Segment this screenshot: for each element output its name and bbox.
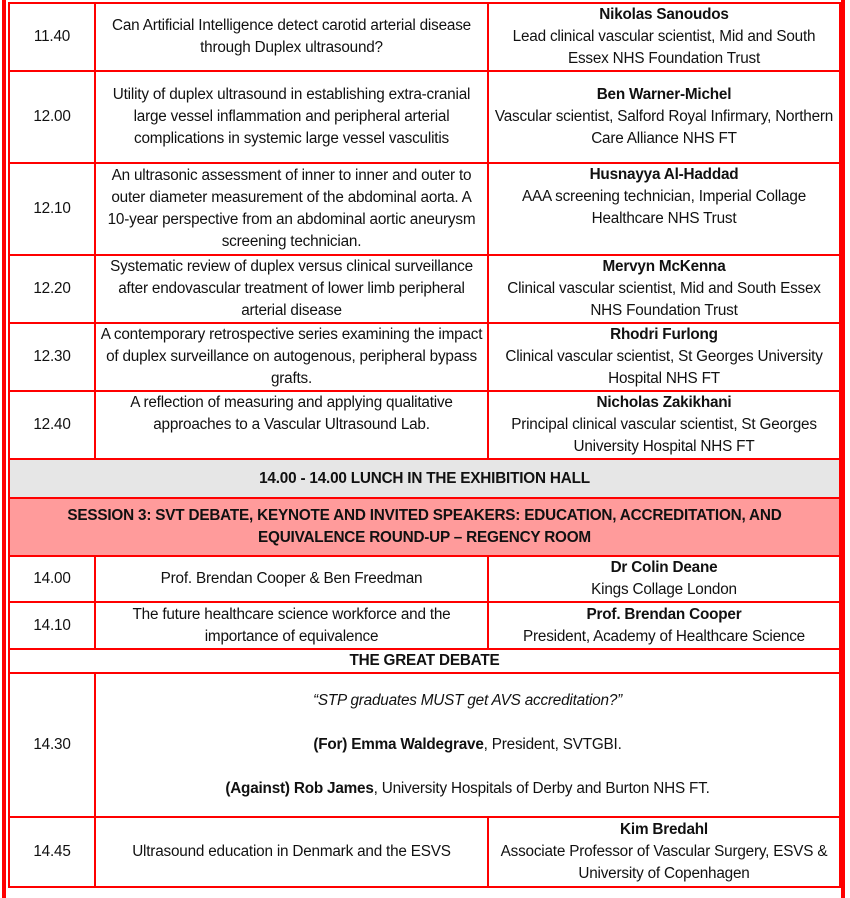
- speaker-affiliation: Vascular scientist, Salford Royal Infirm…: [494, 108, 834, 147]
- time: 11.40: [8, 2, 96, 72]
- programme-table: 11.40 Can Artificial Intelligence detect …: [8, 2, 841, 888]
- speaker-affiliation: AAA screening technician, Imperial Colla…: [521, 188, 807, 227]
- speaker-name: Nicholas Zakikhani: [596, 394, 732, 411]
- debate-heading: THE GREAT DEBATE: [8, 648, 841, 674]
- time: 14.45: [8, 816, 96, 888]
- speaker-affiliation: President, Academy of Healthcare Science: [523, 627, 805, 645]
- speaker-affiliation: Clinical vascular scientist, St Georges …: [505, 348, 823, 387]
- time: 14.10: [8, 601, 96, 650]
- lunch-banner: 14.00 - 14.00 LUNCH IN THE EXHIBITION HA…: [8, 458, 841, 499]
- speaker-affiliation: Clinical vascular scientist, Mid and Sou…: [507, 280, 821, 319]
- talk-title: Utility of duplex ultrasound in establis…: [94, 70, 489, 164]
- table-row: 12.00 Utility of duplex ultrasound in est…: [8, 70, 841, 164]
- talk-title: Prof. Brendan Cooper & Ben Freedman: [94, 555, 489, 603]
- table-row: 12.30 A contemporary retrospective series…: [8, 322, 841, 392]
- speaker-name: Dr Colin Deane: [610, 559, 718, 576]
- debate-against: (Against) Rob James, University Hospital…: [225, 780, 710, 797]
- talk-title: Systematic review of duplex versus clini…: [94, 254, 489, 324]
- speaker-name: Prof. Brendan Cooper: [586, 605, 742, 623]
- speaker-affiliation: Lead clinical vascular scientist, Mid an…: [512, 28, 816, 67]
- talk-title: A contemporary retrospective series exam…: [94, 322, 489, 392]
- table-row: 11.40 Can Artificial Intelligence detect …: [8, 2, 841, 72]
- session-banner: SESSION 3: SVT DEBATE, KEYNOTE AND INVIT…: [8, 497, 841, 557]
- speaker-name: Nikolas Sanoudos: [599, 6, 729, 23]
- table-row: 12.40 A reflection of measuring and apply…: [8, 390, 841, 460]
- talk-title: A reflection of measuring and applying q…: [94, 390, 489, 460]
- lunch-row: 14.00 - 14.00 LUNCH IN THE EXHIBITION HA…: [8, 458, 841, 499]
- time: 12.20: [8, 254, 96, 324]
- table-row: 14.00 Prof. Brendan Cooper & Ben Freedman…: [8, 555, 841, 603]
- speaker-affiliation: Principal clinical vascular scientist, S…: [511, 416, 817, 455]
- speaker-name: Ben Warner-Michel: [596, 86, 732, 103]
- session-row: SESSION 3: SVT DEBATE, KEYNOTE AND INVIT…: [8, 497, 841, 557]
- speaker-name: Mervyn McKenna: [602, 258, 726, 275]
- talk-title: An ultrasonic assessment of inner to inn…: [94, 162, 489, 256]
- time: 12.00: [8, 70, 96, 164]
- talk-title: The future healthcare science workforce …: [94, 601, 489, 650]
- table-row: 12.20 Systematic review of duplex versus …: [8, 254, 841, 324]
- speaker-affiliation: Associate Professor of Vascular Surgery,…: [500, 843, 828, 882]
- table-row: 14.45 Ultrasound education in Denmark and…: [8, 816, 841, 888]
- debate-motion: “STP graduates MUST get AVS accreditatio…: [312, 692, 623, 709]
- speaker-affiliation: Kings Collage London: [591, 581, 737, 598]
- time: 12.10: [8, 162, 96, 256]
- debate-for: (For) Emma Waldegrave, President, SVTGBI…: [313, 736, 622, 753]
- speaker-name: Rhodri Furlong: [610, 326, 718, 343]
- time: 12.40: [8, 390, 96, 460]
- talk-title: Can Artificial Intelligence detect carot…: [94, 2, 489, 72]
- time: 14.00: [8, 555, 96, 603]
- debate-heading-row: THE GREAT DEBATE: [8, 648, 841, 674]
- table-row: 12.10 An ultrasonic assessment of inner t…: [8, 162, 841, 256]
- time: 12.30: [8, 322, 96, 392]
- talk-title: Ultrasound education in Denmark and the …: [94, 816, 489, 888]
- speaker-name: Husnayya Al-Haddad: [589, 166, 739, 183]
- debate-row: 14.30 “STP graduates MUST get AVS accred…: [8, 672, 841, 818]
- time: 14.30: [8, 672, 96, 818]
- speaker-name: Kim Bredahl: [620, 821, 708, 838]
- table-row: 14.10 The future healthcare science workf…: [8, 601, 841, 650]
